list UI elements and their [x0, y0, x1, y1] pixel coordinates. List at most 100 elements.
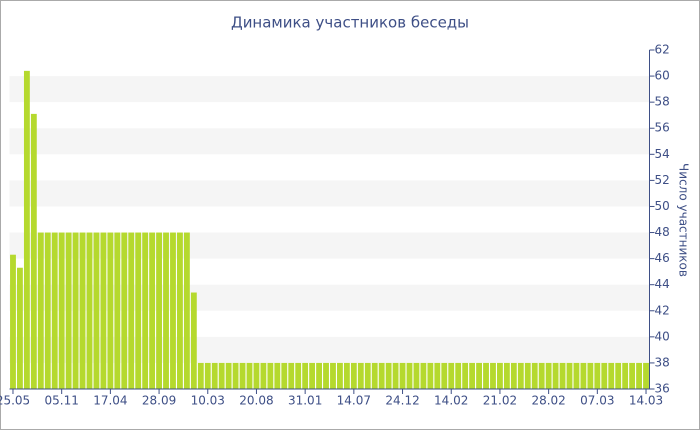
bar — [455, 362, 462, 389]
bar — [427, 362, 434, 389]
bar — [350, 362, 357, 389]
bar — [483, 362, 489, 389]
y-tick-label: 60 — [655, 69, 670, 83]
grid-band — [9, 76, 650, 103]
bar — [413, 362, 420, 389]
bar — [253, 362, 260, 389]
bar — [10, 254, 16, 389]
bar — [30, 113, 37, 389]
y-tick-label: 50 — [655, 199, 670, 213]
bar — [58, 232, 65, 389]
x-tick-label: 14.02 — [434, 394, 468, 408]
bar — [128, 232, 135, 389]
bar — [44, 232, 51, 389]
bar — [267, 362, 274, 389]
y-tick-label: 38 — [655, 355, 670, 369]
bar — [510, 362, 517, 389]
x-tick-label: 10.03 — [191, 394, 225, 408]
bar — [86, 232, 93, 389]
bar — [392, 362, 399, 389]
bar — [448, 362, 455, 389]
bar — [114, 232, 121, 389]
bar — [183, 232, 190, 389]
bar — [79, 232, 86, 389]
bar — [406, 362, 413, 389]
bar — [524, 362, 531, 389]
x-tick-label: 05.11 — [44, 394, 78, 408]
y-tick-label: 44 — [655, 277, 670, 291]
bar — [100, 232, 107, 389]
chart-title: Динамика участников беседы — [231, 14, 469, 32]
bar — [288, 362, 295, 389]
y-tick-label: 56 — [655, 121, 670, 135]
y-tick-label: 42 — [655, 303, 670, 317]
y-tick-label: 62 — [655, 43, 670, 57]
bar — [295, 362, 302, 389]
bar — [323, 362, 329, 389]
y-tick-label: 58 — [655, 95, 670, 109]
bar — [218, 362, 225, 389]
bar — [378, 362, 385, 389]
bar — [497, 362, 503, 389]
x-tick-label: 31.01 — [288, 394, 322, 408]
bar — [357, 362, 364, 389]
bar — [232, 362, 239, 389]
bar — [281, 362, 288, 389]
bar — [225, 362, 232, 389]
bar — [552, 362, 559, 389]
bar — [545, 362, 552, 389]
y-tick-label: 52 — [655, 173, 670, 187]
bar — [135, 232, 142, 389]
bar — [371, 362, 378, 389]
bar — [580, 362, 587, 389]
x-tick-label: 28.02 — [531, 394, 565, 408]
bar — [517, 362, 524, 389]
bar — [503, 362, 510, 389]
bar — [538, 362, 545, 389]
bar — [462, 362, 469, 389]
bar — [330, 362, 336, 389]
bar — [420, 362, 427, 389]
bar — [190, 292, 197, 389]
x-tick-label: 14.03 — [629, 394, 663, 408]
y-tick-label: 40 — [655, 329, 670, 343]
y-tick-label: 48 — [655, 225, 670, 239]
grid-band — [9, 128, 650, 155]
bar — [65, 232, 72, 389]
bar — [643, 362, 649, 389]
y-axis-label: Число участников — [677, 163, 691, 277]
bar — [343, 362, 350, 389]
bar — [587, 362, 594, 389]
bar — [615, 362, 622, 389]
bar — [17, 267, 23, 389]
bar — [23, 70, 30, 389]
bar — [490, 362, 496, 389]
bar — [156, 232, 162, 389]
bar — [72, 232, 79, 389]
x-tick-label: 25.05 — [0, 394, 30, 408]
bar — [204, 362, 211, 389]
bar — [573, 362, 580, 389]
bar — [121, 232, 128, 389]
y-tick-label: 46 — [655, 251, 670, 265]
bar — [399, 362, 406, 389]
bar — [559, 362, 566, 389]
bar — [51, 232, 58, 389]
bar — [385, 362, 392, 389]
x-tick-label: 28.09 — [142, 394, 176, 408]
bar — [594, 362, 601, 389]
bar — [107, 232, 114, 389]
bar — [170, 232, 176, 389]
bar — [239, 362, 246, 389]
bar — [531, 362, 538, 389]
x-tick-label: 07.03 — [580, 394, 614, 408]
bar — [274, 362, 281, 389]
bar — [434, 362, 441, 389]
bar — [149, 232, 156, 389]
bar — [629, 362, 636, 389]
bar — [309, 362, 316, 389]
bar — [622, 362, 629, 389]
bar — [566, 362, 573, 389]
bar — [469, 362, 476, 389]
